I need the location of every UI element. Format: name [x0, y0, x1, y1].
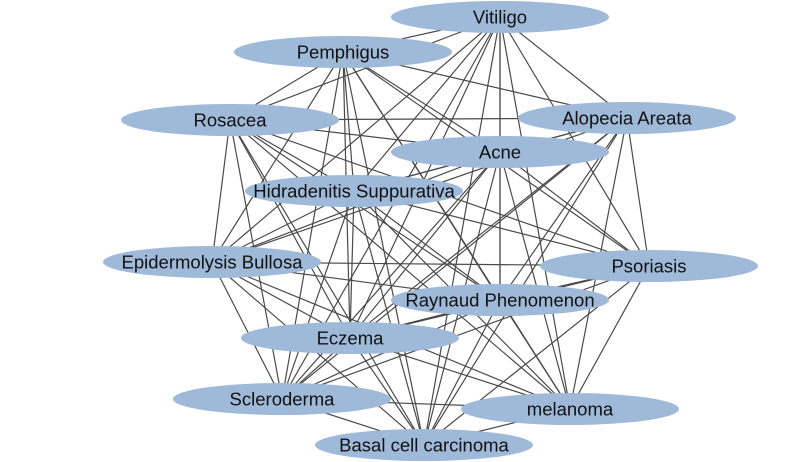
node-ellipse — [461, 393, 679, 425]
node-ellipse — [391, 136, 609, 168]
edge-layer — [211, 16, 650, 446]
node-label: Scleroderma — [230, 389, 336, 410]
node-bcc: Basal cell carcinoma — [315, 429, 533, 461]
node-scleroderma: Scleroderma — [173, 383, 391, 415]
node-label: Acne — [479, 142, 521, 163]
edge-vitiligo-bcc — [423, 16, 501, 446]
edge-hidradenitis-eczema — [349, 190, 355, 339]
edge-psoriasis-bcc — [423, 265, 650, 446]
node-ellipse — [315, 429, 533, 461]
edge-hidradenitis-bcc — [353, 190, 425, 446]
node-alopecia: Alopecia Areata — [518, 102, 736, 134]
edge-pemphigus-acne — [342, 51, 501, 153]
node-label: Basal cell carcinoma — [339, 435, 509, 456]
edge-pemphigus-epidermolysis — [211, 51, 344, 263]
edge-vitiligo-hidradenitis — [353, 16, 501, 192]
edge-acne-epidermolysis — [211, 151, 501, 263]
node-label: Epidermolysis Bullosa — [122, 252, 304, 273]
edge-raynaud-bcc — [423, 299, 501, 446]
edge-acne-psoriasis — [499, 151, 650, 267]
edge-raynaud-melanoma — [499, 299, 571, 410]
node-pemphigus: Pemphigus — [234, 36, 452, 68]
node-label: Psoriasis — [611, 256, 686, 277]
node-label: Vitiligo — [473, 7, 527, 28]
node-melanoma: melanoma — [461, 393, 679, 425]
node-ellipse — [391, 284, 609, 316]
node-label: Alopecia Areata — [562, 108, 692, 129]
edge-acne-scleroderma — [281, 151, 501, 400]
node-rosacea: Rosacea — [121, 104, 339, 136]
node-label: melanoma — [527, 399, 614, 420]
node-eczema: Eczema — [241, 322, 459, 354]
edge-epidermolysis-bcc — [211, 261, 425, 446]
edge-rosacea-eczema — [229, 119, 351, 339]
node-label: Hidradenitis Suppurativa — [253, 181, 455, 202]
node-layer: Vitiligo Pemphigus Rosacea Alopecia Areata A… — [103, 1, 758, 461]
node-label: Raynaud Phenomenon — [405, 290, 594, 311]
node-vitiligo: Vitiligo — [391, 1, 609, 33]
edge-vitiligo-rosacea — [229, 16, 501, 121]
edge-psoriasis-melanoma — [569, 265, 650, 410]
edge-alopecia-psoriasis — [626, 117, 650, 267]
edge-hidradenitis-scleroderma — [281, 190, 355, 400]
node-raynaud: Raynaud Phenomenon — [391, 284, 609, 316]
node-ellipse — [103, 246, 321, 278]
edge-hidradenitis-raynaud — [353, 190, 501, 301]
edge-pemphigus-bcc — [342, 51, 425, 446]
node-ellipse — [391, 1, 609, 33]
edge-alopecia-bcc — [423, 117, 628, 446]
node-psoriasis: Psoriasis — [540, 250, 758, 282]
edge-vitiligo-epidermolysis — [211, 16, 501, 263]
node-label: Rosacea — [193, 110, 267, 131]
node-ellipse — [241, 322, 459, 354]
node-ellipse — [518, 102, 736, 134]
edge-rosacea-raynaud — [229, 119, 501, 301]
node-label: Eczema — [317, 328, 385, 349]
node-ellipse — [121, 104, 339, 136]
node-label: Pemphigus — [297, 42, 390, 63]
node-epidermolysis: Epidermolysis Bullosa — [103, 246, 321, 278]
node-ellipse — [173, 383, 391, 415]
node-ellipse — [234, 36, 452, 68]
edge-eczema-bcc — [349, 337, 425, 446]
edge-rosacea-epidermolysis — [211, 119, 231, 263]
edge-acne-melanoma — [499, 151, 571, 410]
edge-vitiligo-eczema — [349, 16, 501, 339]
edge-rosacea-bcc — [229, 119, 425, 446]
edge-psoriasis-scleroderma — [281, 265, 650, 400]
node-ellipse — [245, 175, 463, 207]
edge-vitiligo-melanoma — [499, 16, 571, 410]
edge-vitiligo-alopecia — [499, 16, 628, 119]
node-ellipse — [540, 250, 758, 282]
edge-epidermolysis-scleroderma — [211, 261, 283, 400]
node-acne: Acne — [391, 136, 609, 168]
edge-pemphigus-hidradenitis — [342, 51, 355, 192]
node-hidradenitis: Hidradenitis Suppurativa — [245, 175, 463, 207]
edge-acne-eczema — [349, 151, 501, 339]
